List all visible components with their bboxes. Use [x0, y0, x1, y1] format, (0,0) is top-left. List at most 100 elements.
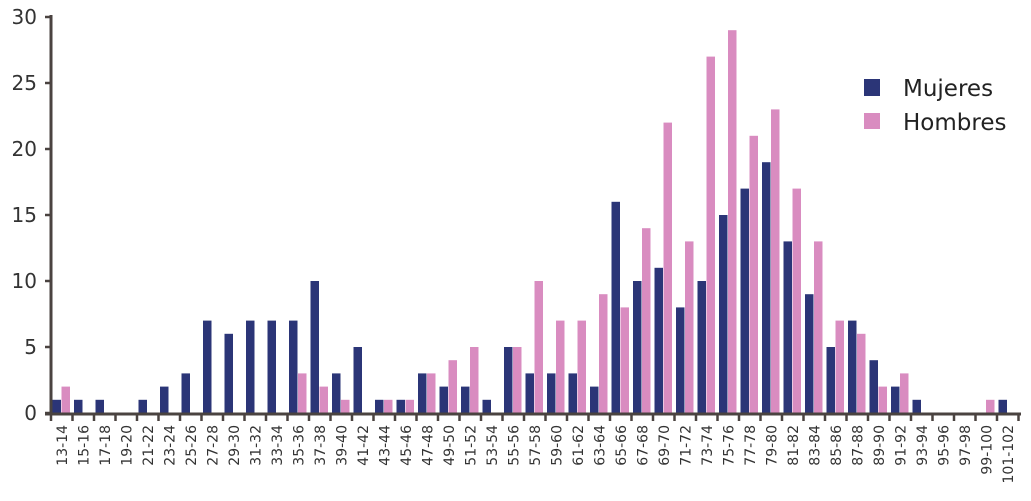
x-tick-label: 43-44	[377, 425, 393, 466]
x-tick-label: 61-62	[571, 425, 587, 466]
bar-mujeres-49-50	[439, 386, 448, 413]
x-tick-label: 35-36	[291, 425, 307, 466]
bar-hombres-77-78	[749, 135, 758, 414]
bar-hombres-89-90	[878, 386, 887, 413]
bar-mujeres-79-80	[762, 162, 771, 413]
x-tick-label: 13-14	[55, 425, 71, 466]
x-tick-label: 29-30	[227, 425, 243, 466]
y-tick-label: 0	[24, 401, 37, 425]
x-tick-label: 69-70	[657, 425, 673, 466]
bar-mujeres-101-102	[998, 399, 1007, 413]
bar-mujeres-61-62	[568, 373, 577, 413]
bar-mujeres-31-32	[246, 320, 255, 413]
x-tick-label: 41-42	[356, 425, 372, 466]
bar-mujeres-91-92	[891, 386, 900, 413]
bar-hombres-45-46	[405, 399, 414, 413]
x-tick-label: 33-34	[270, 425, 286, 466]
bar-mujeres-77-78	[740, 188, 749, 413]
x-tick-label: 75-76	[721, 425, 737, 466]
bar-mujeres-73-74	[697, 281, 706, 413]
legend-swatch-hombres	[864, 113, 880, 129]
x-tick-label: 79-80	[764, 425, 780, 466]
bar-mujeres-71-72	[676, 307, 685, 413]
x-tick-label: 25-26	[184, 425, 200, 466]
y-tick-label: 15	[12, 203, 37, 227]
bar-hombres-35-36	[298, 373, 307, 413]
bar-hombres-61-62	[577, 320, 586, 413]
bar-hombres-57-58	[534, 281, 543, 413]
bar-mujeres-51-52	[461, 386, 470, 413]
x-tick-label: 23-24	[162, 425, 178, 466]
bar-mujeres-37-38	[310, 281, 319, 413]
bar-hombres-65-66	[620, 307, 629, 413]
bar-hombres-81-82	[792, 188, 801, 413]
bar-mujeres-35-36	[289, 320, 298, 413]
x-tick-label: 39-40	[334, 425, 350, 466]
bar-mujeres-85-86	[826, 347, 835, 413]
x-tick-label: 83-84	[807, 425, 823, 466]
bar-hombres-69-70	[663, 122, 672, 413]
bar-hombres-63-64	[599, 294, 608, 413]
legend-swatch-mujeres	[864, 79, 880, 96]
x-tick-label: 77-78	[743, 425, 759, 466]
x-tick-label: 87-88	[850, 425, 866, 466]
x-tick-label: 71-72	[678, 425, 694, 466]
bar-mujeres-93-94	[912, 399, 921, 413]
y-tick-label: 5	[24, 335, 37, 359]
x-tick-label: 45-46	[399, 425, 415, 466]
bar-mujeres-67-68	[633, 281, 642, 413]
bar-mujeres-55-56	[504, 347, 513, 413]
x-tick-label: 27-28	[205, 425, 221, 466]
bar-hombres-49-50	[448, 360, 457, 413]
x-tick-label: 17-18	[98, 425, 114, 466]
bar-mujeres-23-24	[160, 386, 169, 413]
y-tick-label: 10	[12, 269, 37, 293]
x-ticks: 13-14 15-16 17-18 19-20 21-22 23-24 25-26 27-28…	[49, 414, 1020, 484]
bar-mujeres-53-54	[482, 399, 491, 413]
bar-mujeres-21-22	[138, 399, 147, 413]
bar-mujeres-57-58	[525, 373, 534, 413]
x-tick-label: 53-54	[485, 425, 501, 466]
bar-mujeres-25-26	[181, 373, 190, 413]
bar-hombres-55-56	[513, 347, 522, 413]
x-tick-label: 97-98	[958, 425, 974, 466]
x-tick-label: 63-64	[592, 425, 608, 466]
x-tick-label: 101-102	[1001, 425, 1017, 484]
bar-hombres-47-48	[427, 373, 436, 413]
bar-hombres-75-76	[728, 30, 737, 413]
x-tick-label: 15-16	[76, 425, 92, 466]
bar-hombres-79-80	[771, 109, 780, 414]
bar-mujeres-29-30	[224, 333, 233, 413]
legend: Mujeres Hombres	[864, 76, 1006, 136]
x-tick-label: 51-52	[463, 425, 479, 466]
x-tick-label: 47-48	[420, 425, 436, 466]
bar-mujeres-69-70	[654, 267, 663, 413]
bar-mujeres-45-46	[396, 399, 405, 413]
bar-mujeres-59-60	[547, 373, 556, 413]
x-tick-label: 59-60	[549, 425, 565, 466]
bar-mujeres-43-44	[375, 399, 384, 413]
x-tick-label: 93-94	[915, 425, 931, 466]
x-tick-label: 55-56	[506, 425, 522, 466]
x-tick-label: 89-90	[872, 425, 888, 466]
bar-mujeres-17-18	[95, 399, 104, 413]
bar-hombres-13-14	[61, 386, 70, 413]
x-tick-label: 19-20	[119, 425, 135, 466]
bar-mujeres-87-88	[848, 320, 857, 413]
bar-hombres-83-84	[814, 241, 823, 413]
bar-hombres-73-74	[706, 56, 715, 413]
bar-hombres-91-92	[900, 373, 909, 413]
bar-mujeres-47-48	[418, 373, 427, 413]
legend-label-hombres: Hombres	[903, 110, 1006, 136]
bar-mujeres-39-40	[332, 373, 341, 413]
x-tick-label: 91-92	[893, 425, 909, 466]
y-tick-label: 20	[12, 137, 37, 161]
bar-hombres-37-38	[319, 386, 328, 413]
bar-hombres-67-68	[642, 228, 651, 413]
bar-hombres-85-86	[835, 320, 844, 413]
bar-mujeres-89-90	[869, 360, 878, 413]
bar-hombres-71-72	[685, 241, 694, 413]
x-tick-label: 67-68	[635, 425, 651, 466]
y-ticks: 0 5 10 15 20 25 30	[12, 5, 51, 425]
x-tick-label: 49-50	[442, 425, 458, 466]
